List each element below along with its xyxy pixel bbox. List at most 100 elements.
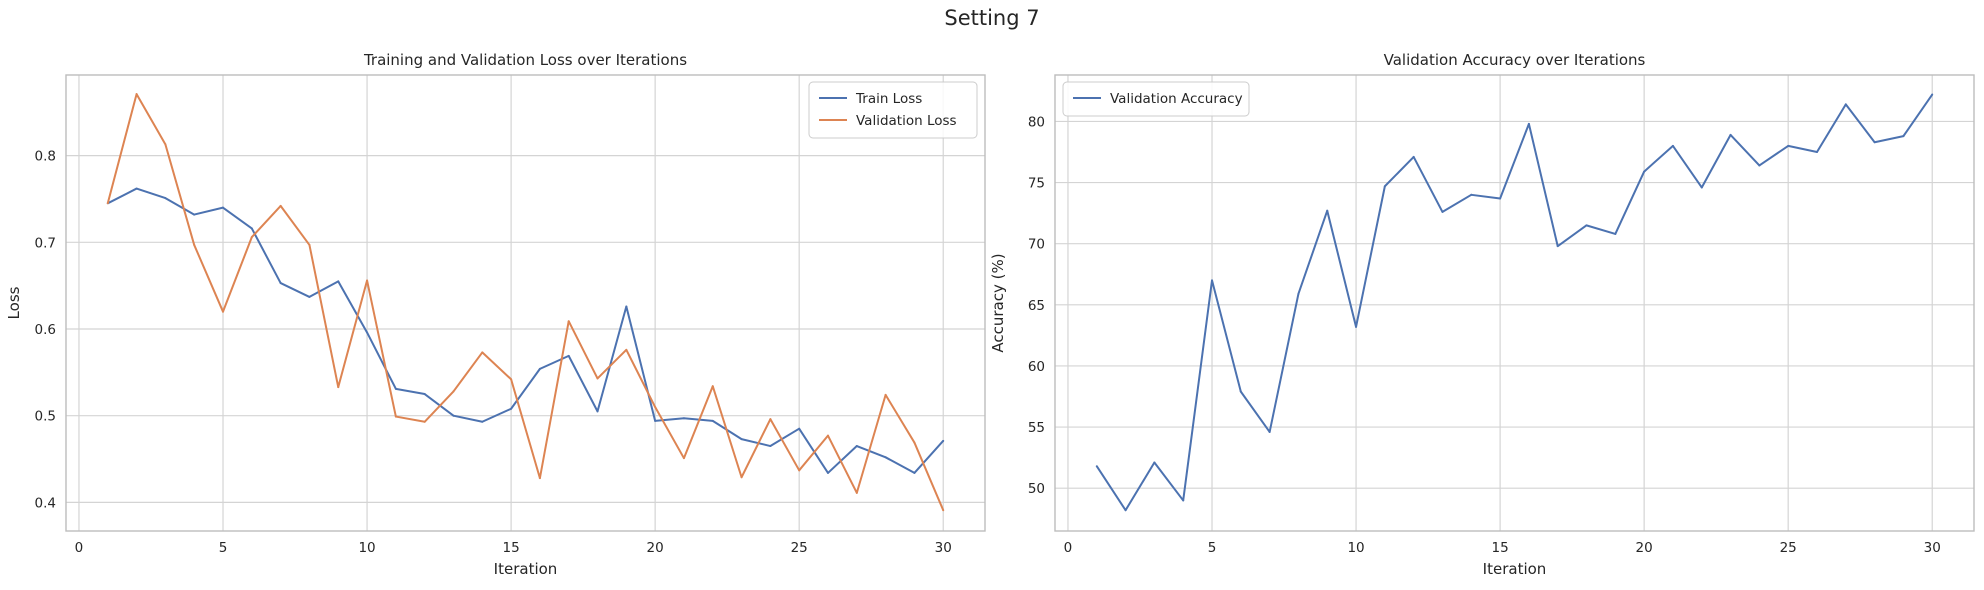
data-point (1153, 461, 1156, 464)
data-point (1556, 245, 1559, 248)
data-point (452, 414, 455, 417)
x-tick-label: 0 (75, 540, 84, 556)
data-point (106, 202, 109, 205)
data-point (625, 305, 628, 308)
data-point (279, 282, 282, 285)
y-tick-label: 0.4 (35, 495, 56, 511)
data-point (1470, 193, 1473, 196)
data-point (1412, 155, 1415, 158)
y-tick-label: 0.8 (35, 149, 56, 165)
data-point (510, 407, 513, 410)
x-tick-label: 25 (791, 540, 808, 556)
data-point (481, 351, 484, 354)
chart-title: Training and Validation Loss over Iterat… (363, 51, 687, 69)
data-point (164, 197, 167, 200)
data-point (1095, 465, 1098, 468)
data-point (1758, 164, 1761, 167)
data-point (1326, 209, 1329, 212)
data-point (538, 367, 541, 370)
y-tick-label: 75 (1028, 176, 1045, 192)
y-tick-label: 0.6 (35, 322, 56, 338)
data-point (884, 393, 887, 396)
data-point (1873, 141, 1876, 144)
y-tick-label: 55 (1028, 420, 1045, 436)
data-point (1614, 232, 1617, 235)
data-point (769, 445, 772, 448)
data-point (1844, 103, 1847, 106)
data-point (135, 93, 138, 96)
data-point (423, 420, 426, 423)
data-point (913, 441, 916, 444)
data-point (481, 420, 484, 423)
x-axis-label: Iteration (494, 560, 558, 578)
x-tick-label: 20 (647, 540, 664, 556)
data-point (682, 457, 685, 460)
data-point (798, 469, 801, 472)
data-point (1239, 390, 1242, 393)
data-point (711, 385, 714, 388)
data-point (1643, 170, 1646, 173)
y-tick-label: 65 (1028, 298, 1045, 314)
x-tick-label: 20 (1636, 540, 1653, 556)
data-point (308, 243, 311, 246)
data-point (1902, 135, 1905, 138)
y-tick-label: 0.7 (35, 235, 56, 251)
y-axis-label: Accuracy (%) (989, 253, 1007, 352)
data-point (423, 393, 426, 396)
data-point (826, 434, 829, 437)
legend: Validation Accuracy (1062, 81, 1250, 117)
y-tick-label: 50 (1028, 481, 1045, 497)
data-point (913, 471, 916, 474)
plot-frame (1054, 74, 1975, 532)
plot-frame (65, 74, 986, 532)
data-point (884, 456, 887, 459)
x-tick-label: 25 (1780, 540, 1797, 556)
data-point (682, 417, 685, 420)
data-point (769, 418, 772, 421)
data-point (510, 378, 513, 381)
x-tick-label: 15 (1492, 540, 1509, 556)
data-point (1671, 144, 1674, 147)
data-point (625, 348, 628, 351)
data-point (366, 331, 369, 334)
data-point (250, 236, 253, 239)
data-point (1931, 93, 1934, 96)
data-point (135, 187, 138, 190)
data-point (855, 491, 858, 494)
data-point (1211, 279, 1214, 282)
legend-box (1062, 81, 1250, 117)
series-line-2 (106, 93, 945, 511)
series-line-1 (107, 187, 944, 474)
x-tick-label: 5 (219, 540, 228, 556)
legend-label: Train Loss (855, 91, 922, 107)
data-point (279, 204, 282, 207)
data-point (596, 377, 599, 380)
chart-panel-2: 0 5 10 15 20 25 30 50 55 60 65 70 75 80 Validation Acc… (989, 51, 1975, 578)
legend: Train Loss Validation Loss (808, 81, 978, 139)
data-point (654, 406, 657, 409)
data-point (567, 354, 570, 357)
data-point (337, 386, 340, 389)
data-point (826, 471, 829, 474)
data-point (567, 320, 570, 323)
data-point (740, 438, 743, 441)
data-point (596, 410, 599, 413)
data-point (711, 419, 714, 422)
data-point (394, 387, 397, 390)
figure-title: Setting 7 (944, 6, 1040, 30)
x-tick-label: 30 (1924, 540, 1941, 556)
legend-box (808, 81, 978, 139)
data-point (1585, 224, 1588, 227)
chart-title: Validation Accuracy over Iterations (1384, 51, 1646, 69)
legend-label: Validation Loss (856, 113, 957, 129)
x-tick-label: 10 (358, 540, 375, 556)
legend-label: Validation Accuracy (1110, 91, 1243, 107)
x-axis-label: Iteration (1483, 560, 1547, 578)
data-point (222, 206, 225, 209)
series-line-1 (1095, 93, 1934, 512)
data-point (193, 213, 196, 216)
y-axis-label: Loss (5, 286, 23, 319)
data-point (1355, 325, 1358, 328)
data-point (1815, 151, 1818, 154)
